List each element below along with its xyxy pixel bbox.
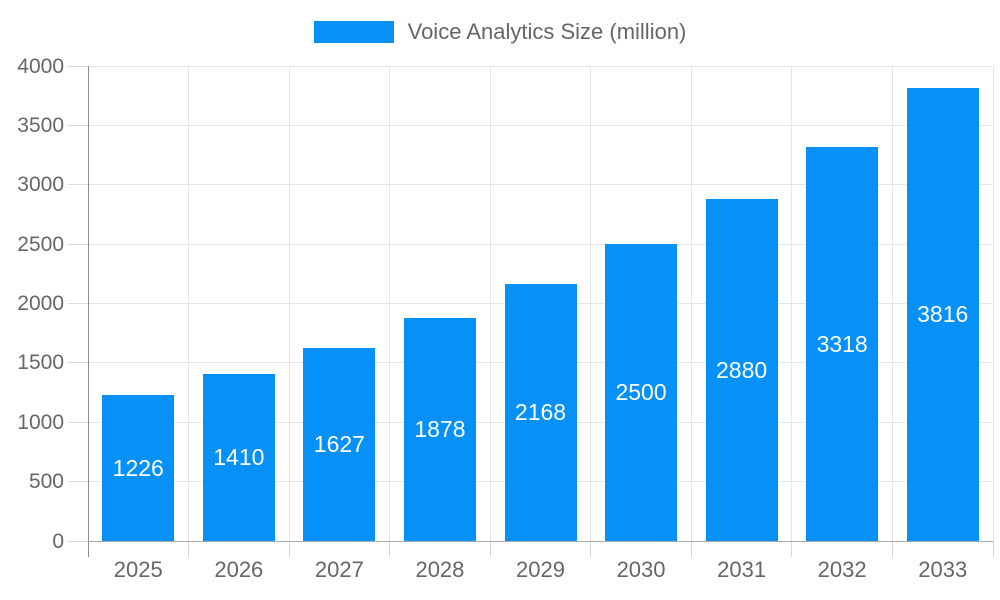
bar-value-label: 2168 <box>514 398 567 425</box>
y-axis-tick <box>68 540 88 542</box>
y-axis-line <box>88 66 89 557</box>
v-gridline <box>188 66 190 541</box>
x-axis-tick <box>791 541 793 557</box>
x-tick-label: 2025 <box>113 557 163 582</box>
y-tick-label: 0 <box>52 529 64 553</box>
y-axis-tick <box>68 303 88 304</box>
x-axis-tick <box>590 541 592 557</box>
plot-area: 0 500 1000 1500 2000 2500 3000 3500 4000 1226 2025… <box>17 56 994 581</box>
x-tick-label: 2027 <box>314 557 364 582</box>
x-axis-tick <box>891 541 893 557</box>
y-axis-tick <box>68 65 88 67</box>
y-tick-label: 3000 <box>17 173 64 197</box>
y-axis-tick <box>68 362 88 364</box>
y-axis-tick <box>68 124 88 126</box>
x-tick-label: 2029 <box>516 557 565 582</box>
y-tick-label: 4000 <box>17 54 64 78</box>
x-tick-label: 2028 <box>415 557 465 582</box>
bar[interactable]: 1410 <box>202 373 275 541</box>
y-axis-tick <box>68 421 88 423</box>
h-gridline <box>88 124 993 126</box>
x-axis-tick <box>489 541 491 557</box>
legend-label: Voice Analytics Size (million) <box>407 19 687 44</box>
v-gridline <box>489 66 491 541</box>
v-gridline <box>992 66 994 541</box>
bar-value-label: 1410 <box>213 443 265 470</box>
y-tick-label: 500 <box>28 470 64 494</box>
x-tick-label: 2031 <box>717 557 767 582</box>
v-gridline <box>891 66 893 541</box>
v-gridline <box>690 66 692 541</box>
bar[interactable]: 1226 <box>102 395 175 541</box>
y-axis-tick <box>68 184 88 186</box>
legend-swatch <box>313 21 394 43</box>
bar-value-label: 2500 <box>615 379 667 406</box>
x-axis-tick <box>188 541 190 557</box>
h-gridline <box>88 243 993 245</box>
y-axis-tick <box>68 243 88 245</box>
y-tick-label: 1000 <box>17 410 64 434</box>
v-gridline <box>791 66 793 541</box>
bar[interactable]: 2500 <box>605 244 678 541</box>
x-tick-label: 2033 <box>918 557 968 582</box>
x-axis-line <box>88 541 993 542</box>
h-gridline <box>88 184 993 186</box>
bar[interactable]: 3318 <box>806 147 879 541</box>
bar-value-label: 1627 <box>313 430 365 457</box>
bar[interactable]: 3816 <box>906 87 979 541</box>
bar[interactable]: 2880 <box>705 199 778 541</box>
y-axis-tick <box>68 481 88 483</box>
x-axis-tick <box>992 541 994 557</box>
bar[interactable]: 1878 <box>403 318 476 541</box>
bar-value-label: 3318 <box>816 330 868 357</box>
bar[interactable]: 2168 <box>504 283 577 541</box>
y-tick-label: 3500 <box>17 113 64 137</box>
legend[interactable]: Voice Analytics Size (million) <box>0 16 1000 48</box>
x-axis-tick <box>288 541 290 557</box>
bar-value-label: 3816 <box>917 300 969 327</box>
bar-value-label: 1226 <box>112 454 164 481</box>
v-gridline <box>389 66 391 541</box>
y-tick-label: 1500 <box>17 351 64 375</box>
v-gridline <box>590 66 592 541</box>
bar-value-label: 1878 <box>414 416 466 442</box>
x-tick-label: 2026 <box>214 557 264 582</box>
x-axis-tick <box>690 541 692 557</box>
x-tick-label: 2032 <box>817 557 867 582</box>
y-tick-label: 2000 <box>17 292 64 315</box>
h-gridline <box>88 65 993 67</box>
x-axis-tick <box>389 541 391 557</box>
v-gridline <box>288 66 290 541</box>
x-tick-label: 2030 <box>616 557 666 582</box>
bar[interactable]: 1627 <box>303 347 376 541</box>
y-tick-label: 2500 <box>17 232 64 256</box>
bar-value-label: 2880 <box>716 356 768 383</box>
